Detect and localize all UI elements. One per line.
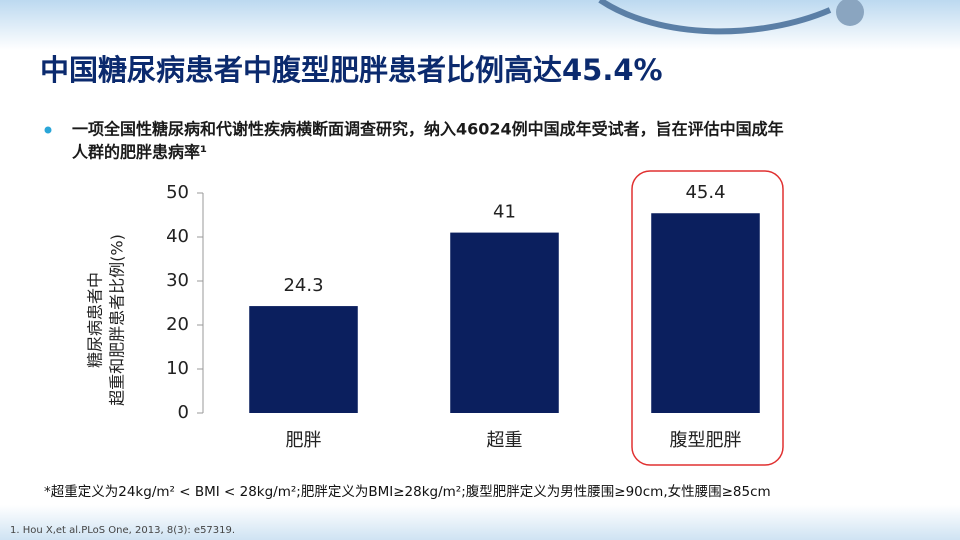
- bar: [249, 306, 358, 413]
- bullet-dot: [44, 126, 52, 134]
- slide-title: 中国糖尿病患者中腹型肥胖患者比例高达45.4%: [40, 53, 663, 87]
- y-tick-label: 20: [166, 314, 189, 335]
- highlight-box: [631, 170, 784, 466]
- y-tick-label: 40: [166, 226, 189, 247]
- value-label: 24.3: [283, 275, 323, 296]
- y-tick-label: 0: [178, 402, 189, 423]
- x-tick-label: 肥胖: [286, 430, 322, 451]
- x-tick-label: 腹型肥胖: [670, 430, 742, 451]
- bullet-text: 人群的肥胖患病率¹: [72, 143, 207, 162]
- y-axis-label: 糖尿病患者中: [86, 272, 105, 368]
- y-tick-label: 10: [166, 358, 189, 379]
- footer-band: [0, 505, 960, 540]
- y-axis-label: 超重和肥胖患者比例(%): [108, 234, 127, 406]
- bar: [450, 232, 559, 413]
- y-tick-label: 30: [166, 270, 189, 291]
- value-label: 45.4: [685, 182, 725, 203]
- bullet-text: 一项全国性糖尿病和代谢性疾病横断面调查研究，纳入46024例中国成年受试者，旨在…: [72, 120, 784, 139]
- footnote: *超重定义为24kg/m² < BMI < 28kg/m²;肥胖定义为BMI≥2…: [44, 483, 771, 500]
- reference: 1. Hou X,et al.PLoS One, 2013, 8(3): e57…: [10, 525, 235, 536]
- bar: [651, 213, 760, 413]
- y-tick-label: 50: [166, 182, 189, 203]
- value-label: 41: [493, 202, 516, 223]
- header-band: [0, 0, 960, 50]
- stethoscope-head: [836, 0, 864, 26]
- stethoscope: [598, 0, 832, 35]
- x-tick-label: 超重: [487, 430, 523, 451]
